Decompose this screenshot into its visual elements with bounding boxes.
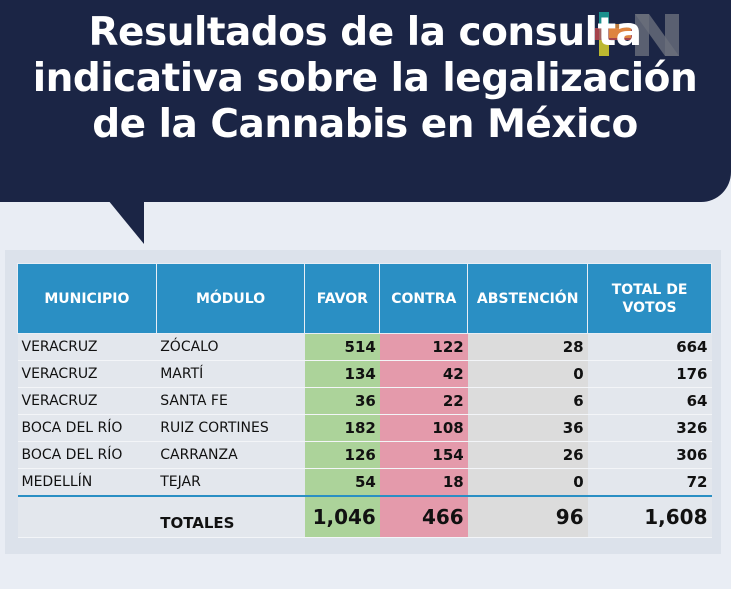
cell-municipio: VERACRUZ: [17, 360, 157, 388]
table-row: VERACRUZ SANTA FE 36 22 6 64: [17, 387, 712, 415]
results-table: MUNICIPIO MÓDULO FAVOR CONTRA ABSTENCIÓN…: [17, 263, 712, 538]
table-row: VERACRUZ MARTÍ 134 42 0 176: [17, 360, 712, 388]
cell-abstencion: 28: [467, 333, 588, 361]
cell-modulo: TEJAR: [156, 468, 305, 496]
cell-municipio: BOCA DEL RÍO: [17, 441, 157, 469]
cell-modulo: SANTA FE: [156, 387, 305, 415]
cell-favor: 134: [304, 360, 380, 388]
cell-total: 664: [587, 333, 712, 361]
cell-municipio: VERACRUZ: [17, 333, 157, 361]
totals-favor: 1,046: [304, 494, 380, 538]
header-contra: CONTRA: [379, 263, 469, 334]
page-title: Resultados de la consulta indicativa sob…: [32, 10, 698, 147]
cell-favor: 126: [304, 441, 380, 469]
cell-abstencion: 6: [467, 387, 588, 415]
table-row: MEDELLÍN TEJAR 54 18 0 72: [17, 468, 712, 496]
cell-abstencion: 0: [467, 468, 588, 496]
totals-total: 1,608: [587, 494, 712, 538]
cell-total: 72: [587, 468, 712, 496]
cell-municipio: VERACRUZ: [17, 387, 157, 415]
cell-modulo: ZÓCALO: [156, 333, 305, 361]
cell-contra: 42: [379, 360, 468, 388]
cell-abstencion: 36: [467, 414, 588, 442]
cell-modulo: CARRANZA: [156, 441, 305, 469]
cell-favor: 182: [304, 414, 380, 442]
header-favor: FAVOR: [304, 263, 381, 334]
cell-contra: 154: [379, 441, 468, 469]
cell-total: 306: [587, 441, 712, 469]
table-row: VERACRUZ ZÓCALO 514 122 28 664: [17, 333, 712, 361]
totals-abstencion: 96: [467, 494, 588, 538]
cell-abstencion: 26: [467, 441, 588, 469]
table-header-row: MUNICIPIO MÓDULO FAVOR CONTRA ABSTENCIÓN…: [17, 263, 712, 334]
header-municipio: MUNICIPIO: [17, 263, 157, 334]
cell-municipio: MEDELLÍN: [17, 468, 157, 496]
cell-total: 64: [587, 387, 712, 415]
cell-favor: 514: [304, 333, 380, 361]
cell-municipio: BOCA DEL RÍO: [17, 414, 157, 442]
totals-row: TOTALES 1,046 466 96 1,608: [17, 494, 712, 538]
speech-pointer: [108, 200, 144, 244]
cell-favor: 54: [304, 468, 380, 496]
header-total: TOTAL DE VOTOS: [587, 263, 712, 334]
table-row: BOCA DEL RÍO CARRANZA 126 154 26 306: [17, 441, 712, 469]
totals-label: TOTALES: [156, 494, 305, 538]
table-row: BOCA DEL RÍO RUIZ CORTINES 182 108 36 326: [17, 414, 712, 442]
cell-modulo: MARTÍ: [156, 360, 305, 388]
logo-icon: [595, 12, 679, 56]
header-abstencion: ABSTENCIÓN: [467, 263, 589, 334]
cell-modulo: RUIZ CORTINES: [156, 414, 305, 442]
cell-total: 326: [587, 414, 712, 442]
cell-total: 176: [587, 360, 712, 388]
cell-contra: 22: [379, 387, 468, 415]
cell-contra: 18: [379, 468, 468, 496]
cell-abstencion: 0: [467, 360, 588, 388]
cell-contra: 122: [379, 333, 468, 361]
header-modulo: MÓDULO: [155, 263, 306, 334]
cell-contra: 108: [379, 414, 468, 442]
totals-contra: 466: [379, 494, 468, 538]
cell-favor: 36: [304, 387, 380, 415]
